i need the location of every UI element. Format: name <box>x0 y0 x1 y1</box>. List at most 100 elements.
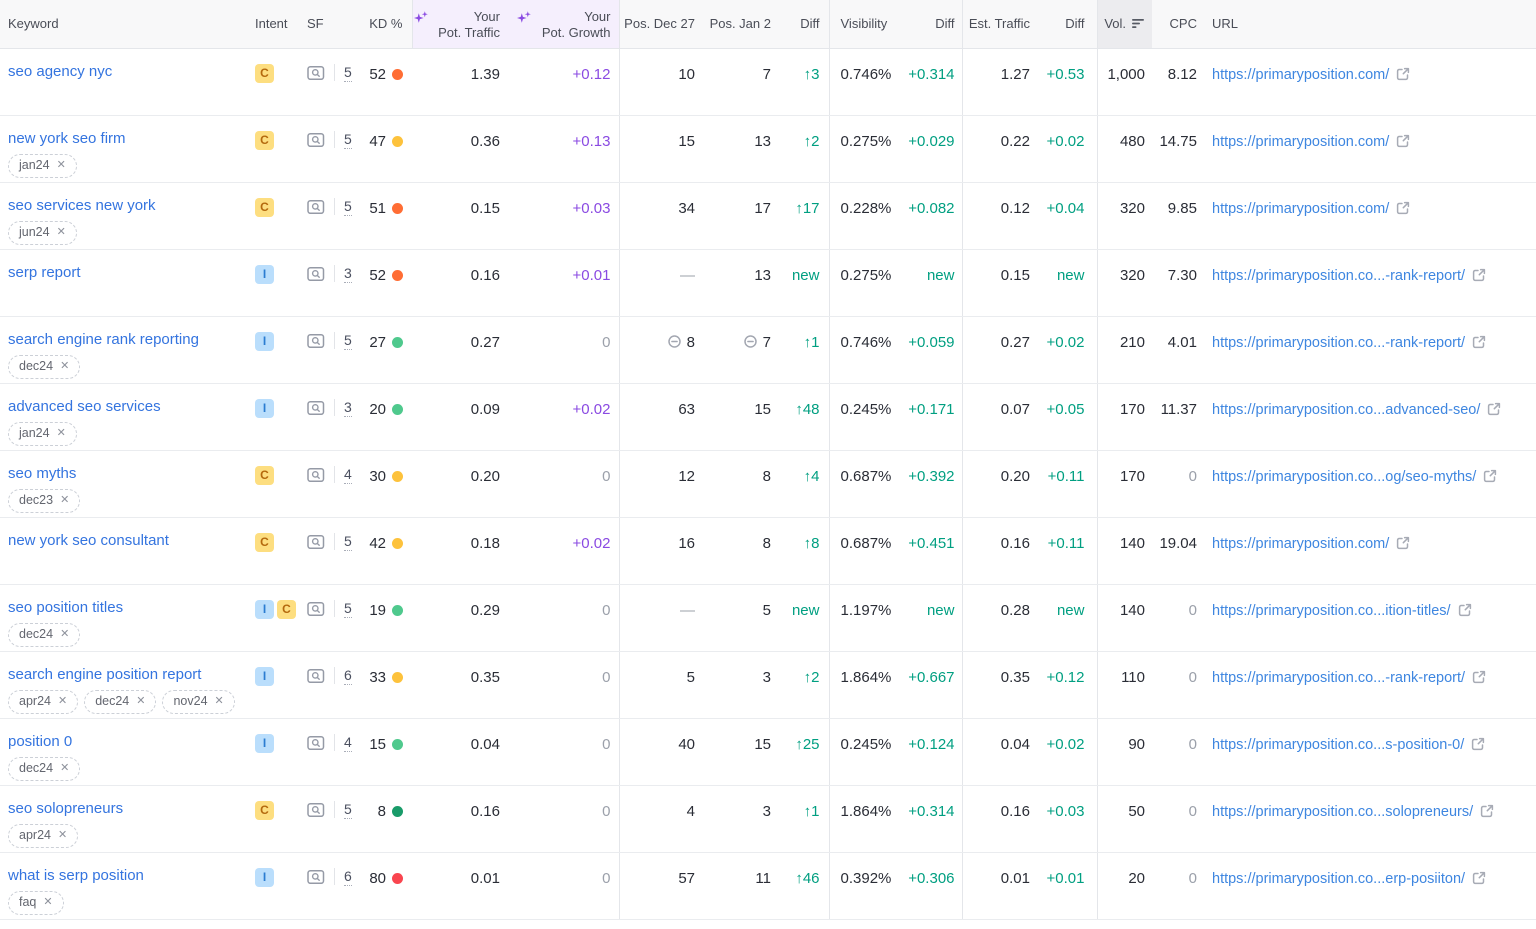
url-link[interactable]: https://primaryposition.com/ <box>1212 535 1390 552</box>
column-header-intent[interactable]: Intent <box>247 0 295 49</box>
sort-descending-icon[interactable] <box>1132 18 1145 29</box>
serp-features-icon[interactable] <box>307 802 325 818</box>
external-link-icon[interactable] <box>1472 670 1486 684</box>
serp-features-count[interactable]: 5 <box>344 532 352 551</box>
serp-features-count[interactable]: 6 <box>344 666 352 685</box>
keyword-link[interactable]: advanced seo services <box>8 397 161 415</box>
url-link[interactable]: https://primaryposition.co...ition-title… <box>1212 602 1451 619</box>
url-link[interactable]: https://primaryposition.co...-rank-repor… <box>1212 669 1466 686</box>
serp-features-icon[interactable] <box>307 601 325 617</box>
serp-features-icon[interactable] <box>307 199 325 215</box>
serp-features-count[interactable]: 5 <box>344 63 352 82</box>
keyword-link[interactable]: serp report <box>8 263 81 281</box>
serp-features-count[interactable]: 6 <box>344 867 352 886</box>
column-header-pos-diff[interactable]: Diff <box>775 0 829 49</box>
column-header-pos-jan2[interactable]: Pos. Jan 2 <box>700 0 775 49</box>
remove-tag-icon[interactable] <box>43 895 52 910</box>
remove-tag-icon[interactable] <box>136 694 145 709</box>
serp-features-icon[interactable] <box>307 400 325 416</box>
remove-tag-icon[interactable] <box>60 359 69 374</box>
keyword-link[interactable]: search engine position report <box>8 665 202 683</box>
url-link[interactable]: https://primaryposition.com/ <box>1212 200 1390 217</box>
column-header-est-traffic[interactable]: Est. Traffic <box>961 0 1035 49</box>
keyword-tag[interactable]: jan24 <box>8 153 77 178</box>
serp-features-icon[interactable] <box>307 266 325 282</box>
remove-tag-icon[interactable] <box>60 627 69 642</box>
serp-features-icon[interactable] <box>307 668 325 684</box>
remove-tag-icon[interactable] <box>215 694 224 709</box>
remove-tag-icon[interactable] <box>57 426 66 441</box>
column-header-pot-traffic[interactable]: Your Pot. Traffic <box>411 0 516 49</box>
external-link-icon[interactable] <box>1472 268 1486 282</box>
keyword-link[interactable]: seo agency nyc <box>8 62 113 80</box>
url-link[interactable]: https://primaryposition.co...erp-posiito… <box>1212 870 1466 887</box>
external-link-icon[interactable] <box>1396 134 1410 148</box>
remove-tag-icon[interactable] <box>60 761 69 776</box>
serp-features-count[interactable]: 4 <box>344 465 352 484</box>
external-link-icon[interactable] <box>1472 335 1486 349</box>
keyword-tag[interactable]: jun24 <box>8 220 77 245</box>
serp-features-icon[interactable] <box>307 534 325 550</box>
serp-features-count[interactable]: 5 <box>344 197 352 216</box>
keyword-tag[interactable]: apr24 <box>8 689 79 714</box>
remove-tag-icon[interactable] <box>57 158 66 173</box>
keyword-link[interactable]: what is serp position <box>8 866 144 884</box>
external-link-icon[interactable] <box>1396 67 1410 81</box>
keyword-link[interactable]: seo solopreneurs <box>8 799 124 817</box>
remove-tag-icon[interactable] <box>58 828 67 843</box>
url-link[interactable]: https://primaryposition.co...solopreneur… <box>1212 803 1474 820</box>
serp-features-icon[interactable] <box>307 735 325 751</box>
external-link-icon[interactable] <box>1458 603 1472 617</box>
column-header-pot-growth[interactable]: Your Pot. Growth <box>516 0 619 49</box>
column-header-cpc[interactable]: CPC <box>1152 0 1204 49</box>
keyword-tag[interactable]: jan24 <box>8 421 77 446</box>
remove-tag-icon[interactable] <box>58 694 67 709</box>
url-link[interactable]: https://primaryposition.com/ <box>1212 66 1390 83</box>
keyword-tag[interactable]: dec24 <box>8 756 81 781</box>
remove-tag-icon[interactable] <box>60 493 69 508</box>
keyword-tag[interactable]: dec24 <box>84 689 157 714</box>
keyword-link[interactable]: new york seo consultant <box>8 531 169 549</box>
keyword-tag[interactable]: dec23 <box>8 488 81 513</box>
url-link[interactable]: https://primaryposition.co...-rank-repor… <box>1212 334 1466 351</box>
column-header-pos-dec27[interactable]: Pos. Dec 27 <box>618 0 700 49</box>
keyword-link[interactable]: search engine rank reporting <box>8 330 199 348</box>
url-link[interactable]: https://primaryposition.co...s-position-… <box>1212 736 1465 753</box>
external-link-icon[interactable] <box>1480 804 1494 818</box>
url-link[interactable]: https://primaryposition.co...og/seo-myth… <box>1212 468 1477 485</box>
column-header-sf[interactable]: SF <box>295 0 355 49</box>
serp-features-count[interactable]: 3 <box>344 264 352 283</box>
keyword-tag[interactable]: dec24 <box>8 622 81 647</box>
serp-features-icon[interactable] <box>307 132 325 148</box>
serp-features-count[interactable]: 5 <box>344 331 352 350</box>
keyword-link[interactable]: position 0 <box>8 732 73 750</box>
serp-features-icon[interactable] <box>307 467 325 483</box>
column-header-volume[interactable]: Vol. <box>1096 0 1152 49</box>
serp-features-count[interactable]: 4 <box>344 733 352 752</box>
url-link[interactable]: https://primaryposition.co...advanced-se… <box>1212 401 1481 418</box>
column-header-url[interactable]: URL <box>1204 0 1536 49</box>
serp-features-count[interactable]: 5 <box>344 130 352 149</box>
external-link-icon[interactable] <box>1472 871 1486 885</box>
serp-features-count[interactable]: 5 <box>344 599 352 618</box>
keyword-tag[interactable]: nov24 <box>162 689 235 714</box>
remove-tag-icon[interactable] <box>57 225 66 240</box>
url-link[interactable]: https://primaryposition.co...-rank-repor… <box>1212 267 1466 284</box>
keyword-tag[interactable]: dec24 <box>8 354 81 379</box>
column-header-kd[interactable]: KD % <box>355 0 412 49</box>
external-link-icon[interactable] <box>1487 402 1501 416</box>
serp-features-icon[interactable] <box>307 869 325 885</box>
keyword-tag[interactable]: apr24 <box>8 823 79 848</box>
url-link[interactable]: https://primaryposition.com/ <box>1212 133 1390 150</box>
serp-features-icon[interactable] <box>307 65 325 81</box>
keyword-tag[interactable]: faq <box>8 890 64 915</box>
external-link-icon[interactable] <box>1483 469 1497 483</box>
column-header-keyword[interactable]: Keyword <box>0 0 247 49</box>
external-link-icon[interactable] <box>1471 737 1485 751</box>
serp-features-count[interactable]: 5 <box>344 800 352 819</box>
column-header-est-traffic-diff[interactable]: Diff <box>1035 0 1097 49</box>
serp-features-icon[interactable] <box>307 333 325 349</box>
keyword-link[interactable]: new york seo firm <box>8 129 126 147</box>
serp-features-count[interactable]: 3 <box>344 398 352 417</box>
external-link-icon[interactable] <box>1396 536 1410 550</box>
